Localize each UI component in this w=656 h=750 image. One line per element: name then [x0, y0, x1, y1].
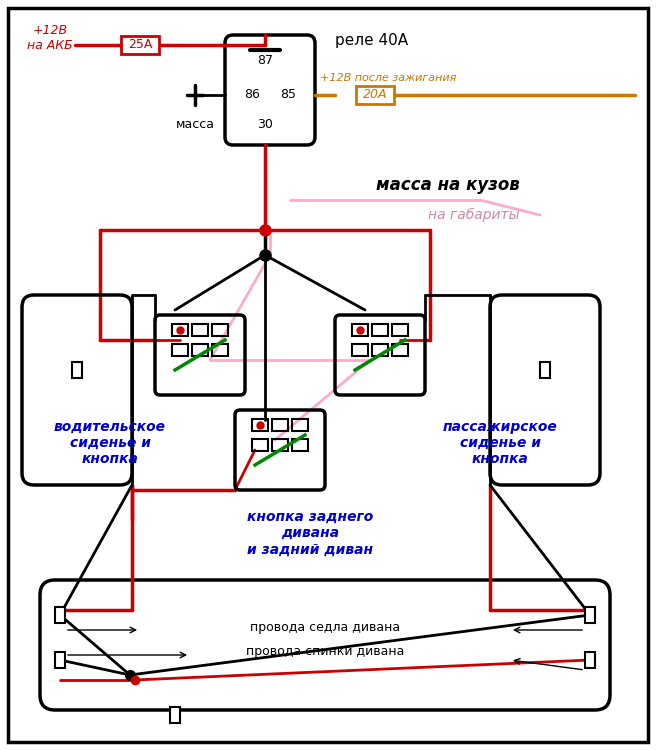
Text: 30: 30 [257, 118, 273, 131]
Text: масса: масса [176, 118, 215, 131]
Bar [212, 324, 228, 336]
Text: водительское
сиденье и
кнопка: водительское сиденье и кнопка [54, 420, 166, 466]
Bar [585, 652, 595, 668]
Text: пассажирское
сиденье и
кнопка: пассажирское сиденье и кнопка [443, 420, 558, 466]
Bar [55, 607, 65, 623]
Text: реле 40А: реле 40А [335, 32, 408, 47]
Text: 85: 85 [280, 88, 296, 101]
Bar [292, 419, 308, 431]
Bar [172, 324, 188, 336]
Bar [352, 324, 368, 336]
Text: на габариты: на габариты [428, 208, 520, 222]
Bar [252, 419, 268, 431]
Bar [540, 362, 550, 378]
Bar [352, 344, 368, 356]
Text: масса на кузов: масса на кузов [377, 176, 520, 194]
Text: 25А: 25А [128, 38, 152, 52]
Bar [292, 439, 308, 451]
Bar [72, 362, 82, 378]
Bar [392, 344, 408, 356]
Text: 86: 86 [244, 88, 260, 101]
Bar [212, 344, 228, 356]
Bar [121, 36, 159, 54]
Bar [272, 419, 288, 431]
Bar [172, 344, 188, 356]
Bar [192, 324, 208, 336]
Bar [372, 324, 388, 336]
Text: кнопка заднего
дивана
и задний диван: кнопка заднего дивана и задний диван [247, 510, 373, 556]
Text: 20А: 20А [363, 88, 387, 101]
Bar [192, 344, 208, 356]
Text: +12В после зажигания: +12В после зажигания [320, 73, 457, 83]
Text: провода седла дивана: провода седла дивана [250, 622, 400, 634]
Text: провода спинки дивана: провода спинки дивана [246, 646, 404, 658]
Bar [55, 652, 65, 668]
Bar [356, 86, 394, 104]
Bar [392, 324, 408, 336]
Bar [372, 344, 388, 356]
Text: +12В
на АКБ: +12В на АКБ [27, 24, 73, 52]
Text: 87: 87 [257, 53, 273, 67]
Bar [252, 439, 268, 451]
Bar [170, 707, 180, 723]
Bar [585, 607, 595, 623]
Bar [272, 439, 288, 451]
